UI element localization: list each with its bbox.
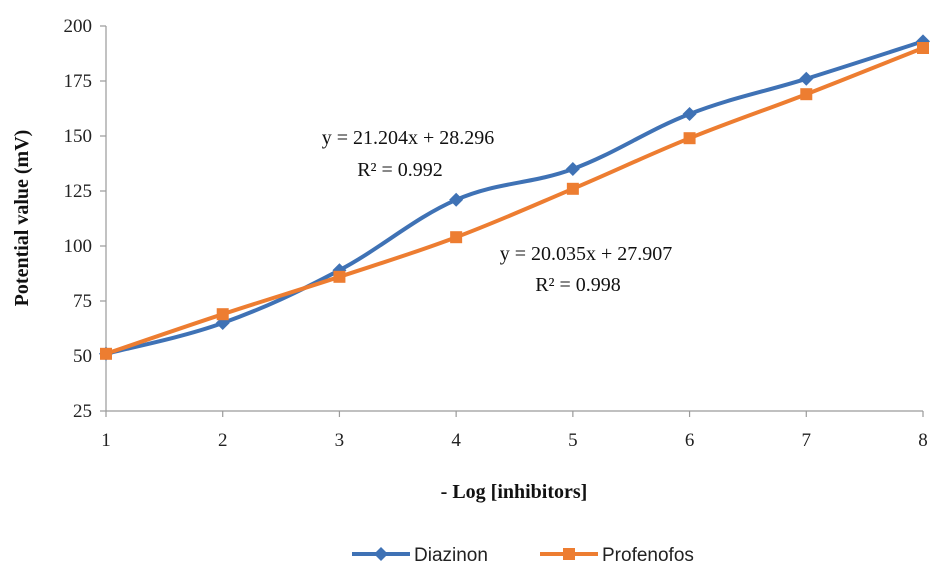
y-tick-label: 175 bbox=[64, 71, 93, 92]
x-axis-title: - Log [inhibitors] bbox=[441, 481, 588, 503]
data-point-profenofos bbox=[450, 231, 463, 244]
axes: 25 50 75 100 125 150 175 200 1 2 3 4 5 6 7 8 bbox=[64, 16, 928, 451]
y-tick-label: 50 bbox=[73, 346, 92, 367]
y-tick-label: 25 bbox=[73, 401, 92, 422]
data-point-diazinon bbox=[682, 107, 697, 121]
data-point-profenofos bbox=[800, 88, 813, 101]
data-point-profenofos bbox=[216, 308, 229, 321]
data-point-diazinon bbox=[565, 162, 580, 176]
series-diazinon bbox=[99, 34, 930, 361]
x-tick-label: 2 bbox=[218, 430, 228, 451]
data-point-diazinon bbox=[799, 71, 814, 86]
profenofos-r2: R² = 0.998 bbox=[535, 274, 621, 296]
data-point-profenofos bbox=[566, 182, 579, 195]
x-tick-label: 5 bbox=[568, 430, 578, 451]
y-tick-label: 200 bbox=[64, 16, 93, 37]
series-line-profenofos bbox=[104, 46, 925, 356]
diazinon-equation: y = 21.204x + 28.296 bbox=[322, 127, 495, 149]
x-tick-label: 6 bbox=[685, 430, 695, 451]
series-line-diazinon bbox=[104, 39, 925, 356]
legend-item-profenofos: Profenofos bbox=[540, 545, 694, 566]
data-point-diazinon bbox=[449, 192, 464, 207]
x-tick-label: 1 bbox=[101, 430, 111, 451]
data-point-profenofos bbox=[100, 347, 112, 360]
y-tick-label: 75 bbox=[73, 291, 92, 312]
x-tick-label: 3 bbox=[335, 430, 345, 451]
profenofos-equation: y = 20.035x + 27.907 bbox=[500, 243, 673, 265]
x-tick-label: 8 bbox=[918, 430, 928, 451]
legend-label-profenofos: Profenofos bbox=[602, 545, 694, 566]
legend-swatch-diazinon-marker bbox=[374, 547, 388, 561]
legend-label-diazinon: Diazinon bbox=[414, 545, 488, 566]
legend-item-diazinon: Diazinon bbox=[352, 545, 488, 566]
data-point-profenofos bbox=[683, 132, 696, 145]
series-layer bbox=[99, 34, 930, 361]
diazinon-r2: R² = 0.992 bbox=[357, 159, 443, 181]
y-tick-label: 100 bbox=[64, 236, 93, 257]
legend-swatch-profenofos-marker bbox=[563, 548, 575, 560]
data-point-profenofos bbox=[917, 42, 929, 54]
x-tick-label: 4 bbox=[451, 430, 461, 451]
data-point-profenofos bbox=[333, 270, 346, 283]
y-axis-title: Potential value (mV) bbox=[11, 130, 33, 307]
y-tick-label: 150 bbox=[64, 126, 93, 147]
series-profenofos bbox=[100, 42, 929, 360]
x-tick-label: 7 bbox=[802, 430, 812, 451]
legend: Diazinon Profenofos bbox=[352, 545, 694, 566]
y-tick-label: 125 bbox=[64, 181, 93, 202]
